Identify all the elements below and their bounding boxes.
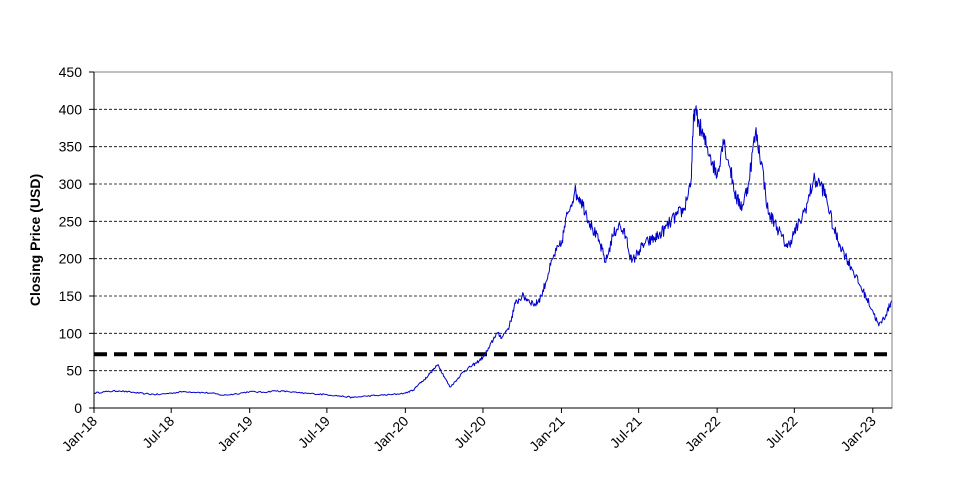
y-tick-label: 0 [74,400,82,416]
x-tick-label: Jul-20 [451,413,489,451]
x-tick-label: Jul-22 [762,413,800,451]
series-layer [93,105,893,399]
x-tick-label: Jan-18 [59,413,101,455]
y-tick-label: 450 [59,64,83,80]
y-axis-title: Closing Price (USD) [27,174,43,306]
y-tick-label: 250 [59,213,83,229]
y-tick-label: 350 [59,139,83,155]
x-tick-label: Jul-19 [295,413,333,451]
x-axis: Jan-18 Jul-18 Jan-19 Jul-19 Jan-20 Jul-20 Jan-… [59,407,892,455]
y-tick-label: 300 [59,176,83,192]
x-tick-label: Jan-19 [214,413,256,455]
plot-area-frame [93,71,893,409]
x-tick-label: Jul-18 [139,413,177,451]
price-series-line [93,105,893,399]
y-tick-label: 150 [59,288,83,304]
x-tick-label: Jan-22 [682,413,724,455]
x-tick-label: Jan-20 [370,413,412,455]
x-tick-label: Jan-21 [526,413,568,455]
x-tick-label: Jan-23 [837,413,879,455]
y-tick-label: 200 [59,251,83,267]
y-tick-label: 100 [59,325,83,341]
y-axis: 0 50 100 150 200 250 300 350 400 450 [59,64,95,416]
y-tick-label: 400 [59,101,83,117]
y-tick-label: 50 [66,363,82,379]
x-tick-label: Jul-21 [606,413,644,451]
